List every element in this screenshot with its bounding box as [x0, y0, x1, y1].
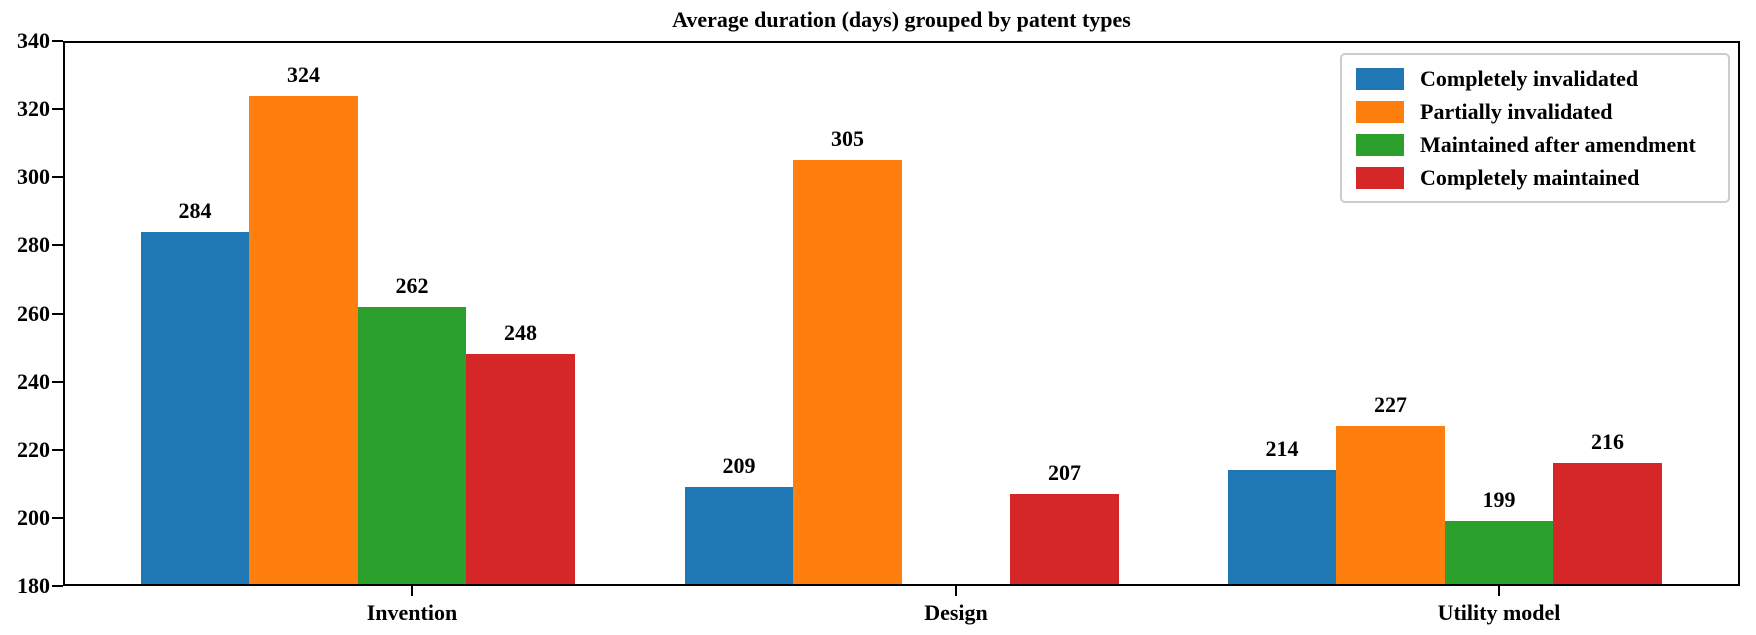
bar: [1227, 470, 1337, 586]
y-tick-label: 340: [17, 28, 50, 53]
x-tick-mark: [411, 586, 413, 596]
y-tick-mark: [52, 176, 63, 179]
bar-value-label: 209: [722, 453, 756, 479]
legend-label: Partially invalidated: [1420, 98, 1613, 124]
legend-label: Completely invalidated: [1420, 65, 1639, 91]
bar: [357, 306, 467, 586]
bar-value-label: 284: [178, 197, 212, 223]
legend: Completely invalidated Partially invalida…: [1340, 53, 1730, 203]
legend-color-patch: [1356, 133, 1404, 156]
y-tick-mark: [52, 516, 63, 519]
legend-item: Partially invalidated: [1356, 95, 1714, 128]
bar: [1553, 463, 1662, 586]
y-tick-label: 260: [17, 300, 50, 326]
legend-item: Completely invalidated: [1356, 62, 1714, 95]
y-tick-mark: [52, 244, 63, 247]
y-tick-mark: [52, 108, 63, 111]
legend-item: Completely maintained: [1356, 161, 1714, 194]
bar-value-label: 207: [1048, 460, 1081, 486]
y-tick-label: 240: [17, 368, 50, 394]
bar-value-label: 199: [1482, 487, 1516, 513]
y-tick-label: 220: [17, 436, 50, 462]
x-category-label-invention: Invention: [366, 600, 458, 625]
bar: [140, 231, 250, 586]
y-tick-label: 200: [17, 504, 50, 530]
bar: [684, 487, 794, 586]
y-tick-label: 280: [17, 232, 50, 258]
bar: [793, 160, 902, 586]
x-category-label-design: Design: [924, 600, 988, 625]
legend-color-patch: [1356, 166, 1404, 189]
bar-value-label: 248: [504, 320, 537, 346]
legend-item: Maintained after amendment: [1356, 128, 1714, 161]
y-tick-label: 320: [17, 96, 50, 122]
bar: [1336, 425, 1445, 586]
y-tick-mark: [52, 312, 63, 315]
bar-value-label: 227: [1374, 391, 1407, 417]
legend-color-patch: [1356, 67, 1404, 90]
bar: [1444, 521, 1554, 586]
y-tick-mark: [52, 40, 63, 42]
bar-value-label: 324: [287, 61, 320, 87]
x-tick-mark: [1498, 586, 1500, 596]
y-tick-mark: [52, 585, 63, 587]
y-tick-label: 300: [17, 164, 50, 190]
y-tick-mark: [52, 380, 63, 383]
legend-label: Completely maintained: [1420, 164, 1640, 190]
legend-label: Maintained after amendment: [1420, 131, 1696, 157]
bar-value-label: 262: [395, 272, 429, 298]
chart-title: Average duration (days) grouped by paten…: [672, 7, 1131, 32]
bar: [1010, 494, 1119, 586]
bar: [249, 95, 358, 586]
bar: [466, 354, 575, 586]
bar-value-label: 216: [1591, 429, 1624, 455]
bar-value-label: 214: [1265, 436, 1299, 462]
y-tick-label: 180: [17, 573, 50, 598]
y-tick-mark: [52, 448, 63, 451]
x-category-label-utility-model: Utility model: [1437, 600, 1561, 625]
legend-color-patch: [1356, 100, 1404, 123]
x-tick-mark: [955, 586, 957, 596]
bar-value-label: 305: [831, 126, 864, 152]
